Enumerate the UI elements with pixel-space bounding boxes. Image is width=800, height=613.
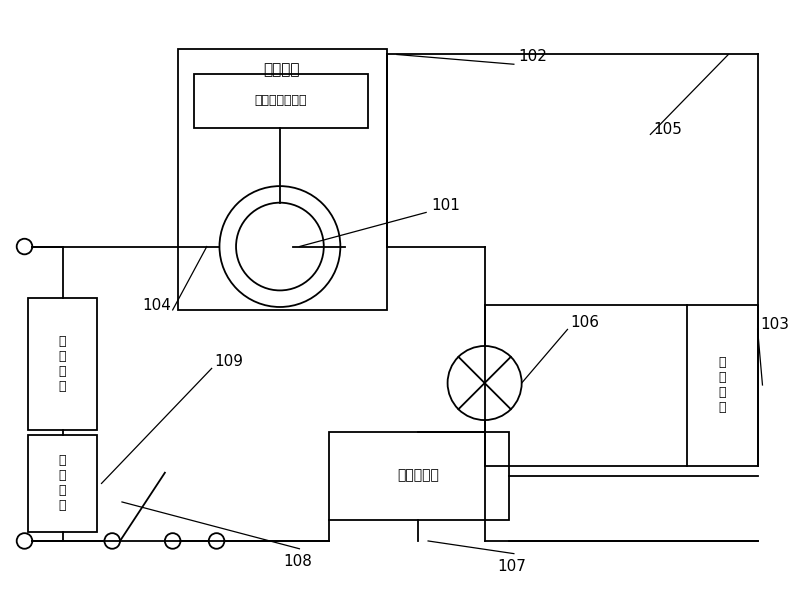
Text: 108: 108 (283, 554, 312, 569)
Text: 101: 101 (431, 198, 460, 213)
Text: 智能信号采集器: 智能信号采集器 (254, 94, 307, 107)
Text: 逆
变
电
路: 逆 变 电 路 (58, 454, 66, 512)
Text: 104: 104 (142, 297, 170, 313)
Text: 103: 103 (761, 317, 790, 332)
Bar (28, 298, 97, 430)
Text: 107: 107 (498, 558, 526, 574)
Text: 测
试
负
载: 测 试 负 载 (718, 356, 726, 414)
Text: 109: 109 (214, 354, 243, 369)
Text: 告警设备: 告警设备 (264, 63, 300, 78)
Text: 106: 106 (570, 315, 599, 330)
Text: 定时控制器: 定时控制器 (398, 469, 439, 482)
Bar (329, 432, 509, 519)
Text: 105: 105 (654, 122, 682, 137)
Bar (28, 435, 97, 532)
Text: 102: 102 (518, 49, 548, 64)
Bar (687, 305, 758, 466)
Bar (178, 48, 387, 310)
Text: 测
试
电
源: 测 试 电 源 (58, 335, 66, 392)
Bar (194, 74, 368, 128)
